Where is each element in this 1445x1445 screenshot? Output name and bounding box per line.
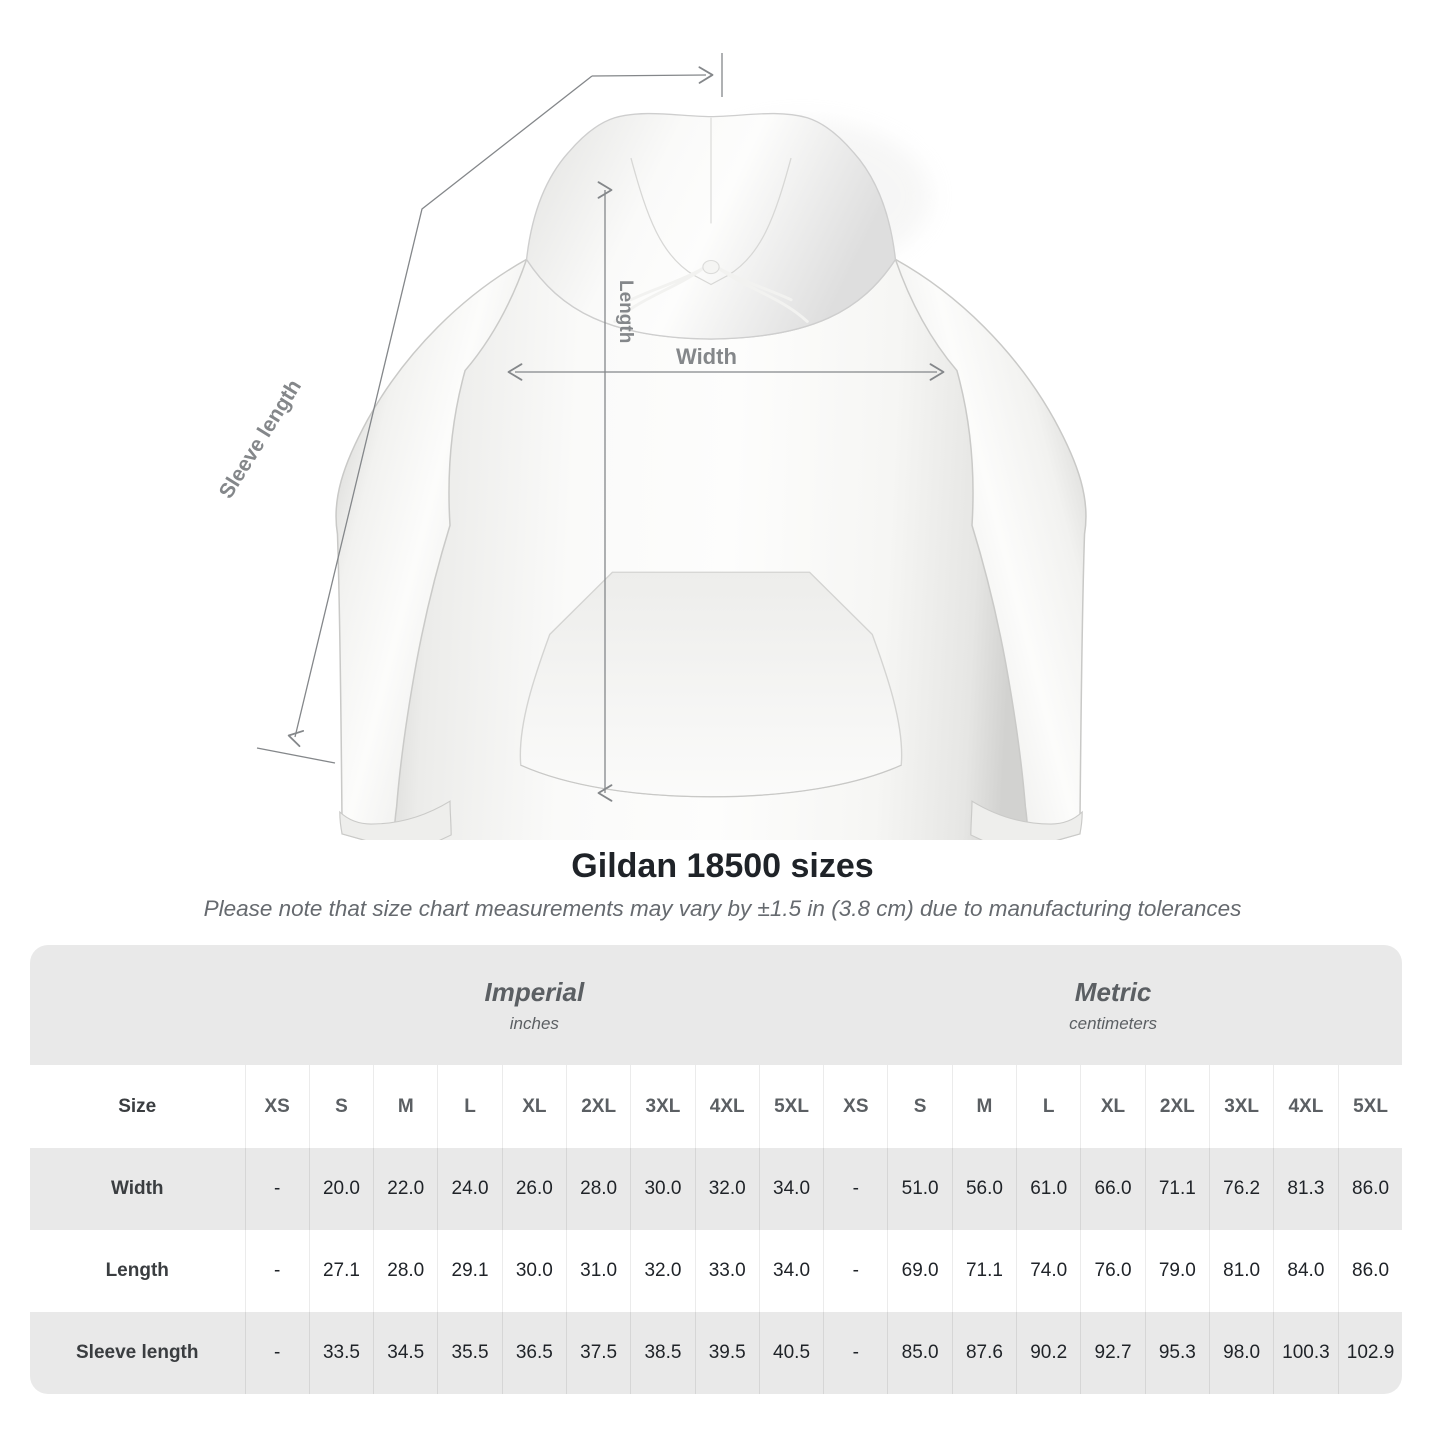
svg-text:Sleeve length: Sleeve length bbox=[215, 376, 306, 503]
svg-text:Length: Length bbox=[615, 280, 636, 343]
svg-text:Width: Width bbox=[676, 344, 737, 369]
